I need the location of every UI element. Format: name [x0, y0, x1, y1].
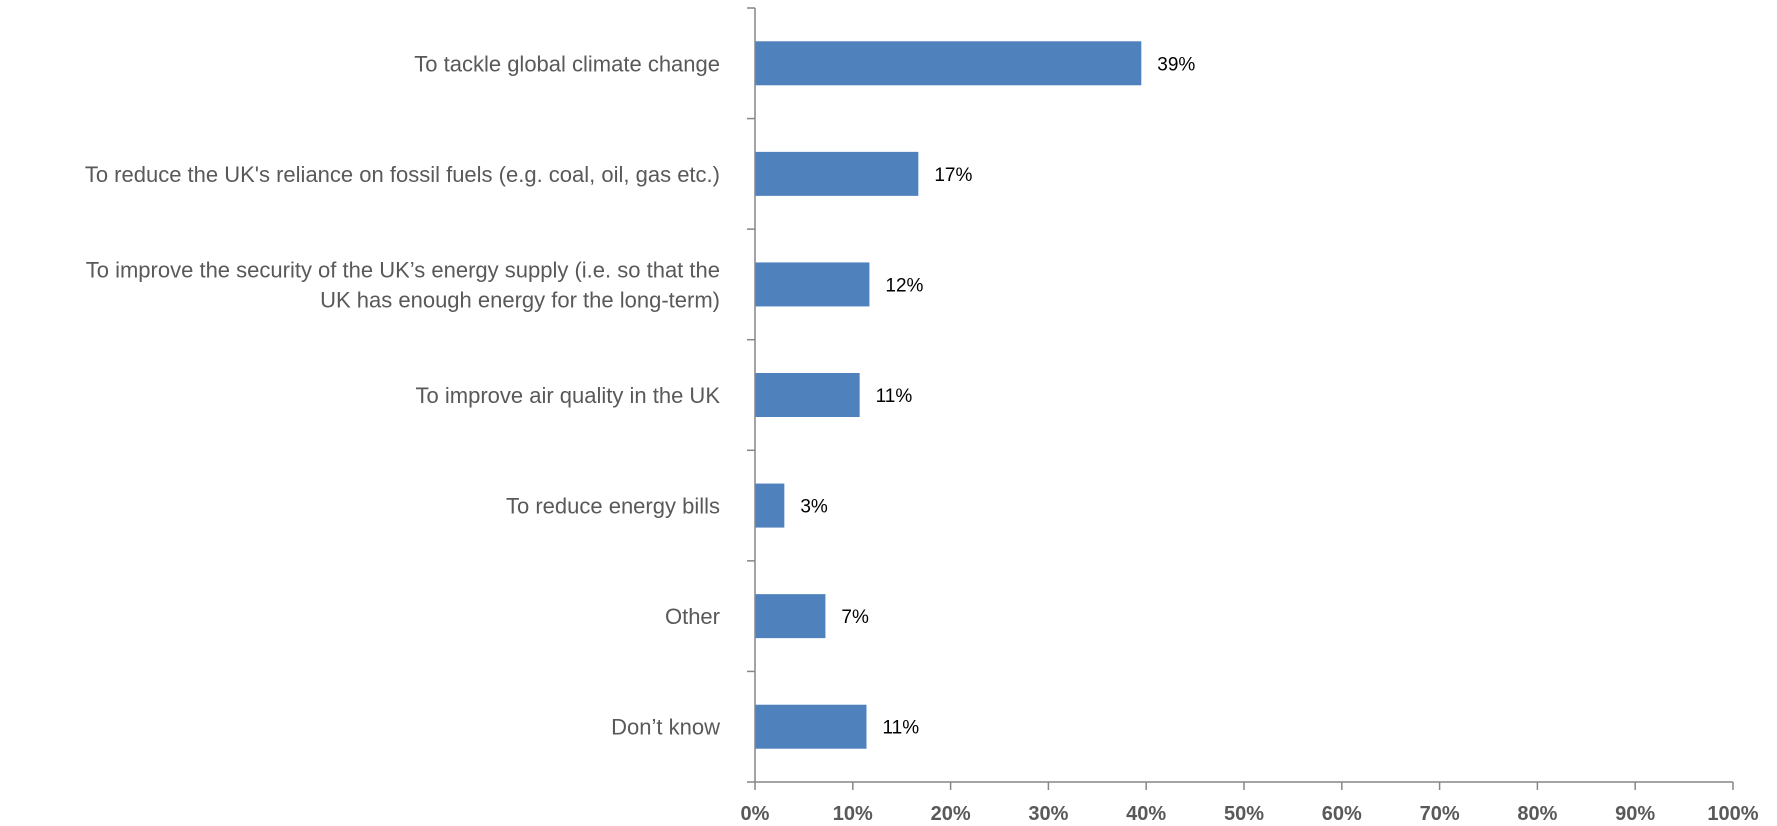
- bar: [755, 594, 826, 639]
- x-tick-label: 30%: [1028, 803, 1068, 825]
- category-label: UK has enough energy for the long-term): [320, 287, 720, 312]
- data-label: 11%: [876, 386, 913, 407]
- bar: [755, 483, 785, 528]
- category-label: To reduce energy bills: [506, 494, 720, 519]
- bar: [755, 373, 860, 417]
- category-label: Other: [665, 604, 720, 629]
- bar: [755, 704, 867, 749]
- x-tick-label: 10%: [833, 803, 873, 825]
- data-label: 39%: [1157, 54, 1195, 75]
- x-tick-label: 50%: [1224, 803, 1264, 825]
- x-tick-label: 60%: [1322, 803, 1362, 825]
- data-label: 7%: [841, 607, 869, 628]
- data-label: 3%: [800, 497, 828, 518]
- x-tick-label: 20%: [931, 803, 971, 825]
- bar: [755, 262, 870, 307]
- category-label: Don’t know: [611, 715, 720, 740]
- x-tick-label: 40%: [1126, 803, 1166, 825]
- category-label: To improve air quality in the UK: [416, 383, 721, 408]
- bar: [755, 151, 919, 196]
- x-tick-label: 70%: [1420, 803, 1460, 825]
- axes-layer: [747, 7, 1734, 790]
- category-label: To reduce the UK's reliance on fossil fu…: [85, 162, 720, 187]
- bars-layer: [755, 41, 1142, 749]
- category-label: To tackle global climate change: [414, 51, 720, 76]
- data-label: 12%: [885, 275, 923, 296]
- data-label: 11%: [882, 718, 919, 739]
- data-label: 17%: [934, 165, 972, 186]
- category-label: To improve the security of the UK’s ener…: [86, 257, 720, 282]
- x-tick-label: 100%: [1707, 803, 1758, 825]
- bar: [755, 41, 1142, 86]
- x-tick-label: 0%: [741, 803, 770, 825]
- x-tick-label: 90%: [1615, 803, 1655, 825]
- x-tick-label: 80%: [1517, 803, 1557, 825]
- labels-layer: 39% To tackle global climate change 17% To …: [85, 51, 1759, 825]
